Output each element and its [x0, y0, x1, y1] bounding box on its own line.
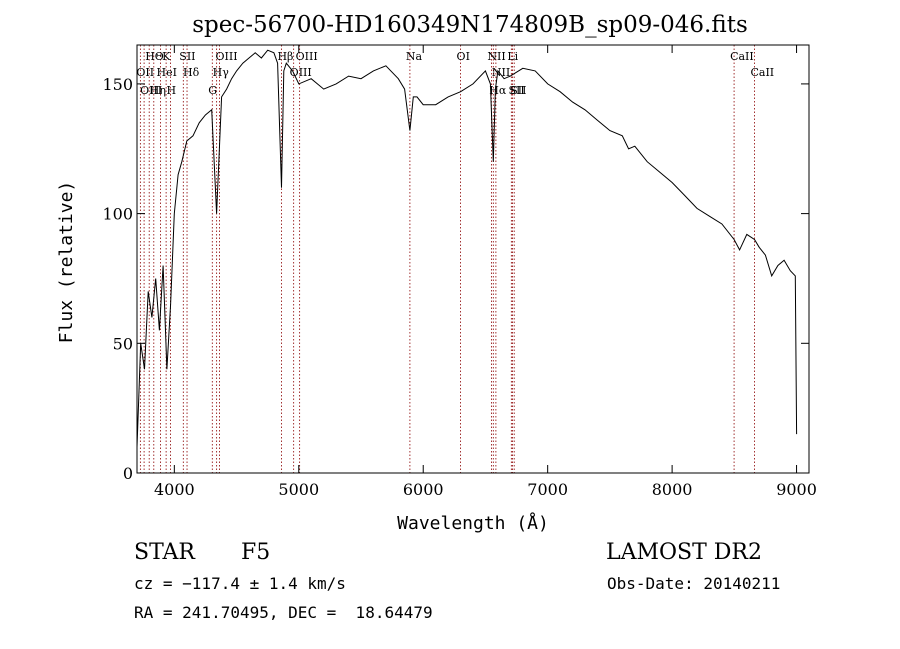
spectrum-line — [136, 49, 798, 448]
spectral-line-label: Na — [406, 50, 423, 63]
spectral-line-label: SII — [510, 84, 526, 97]
spectral-line-label: Hδ — [183, 66, 200, 79]
spectral-line-label: OIII — [296, 50, 318, 63]
spectral-line-label: Hα — [489, 84, 507, 97]
x-tick-label: 6000 — [403, 480, 444, 499]
spectral-line-label: G — [208, 84, 217, 97]
y-tick-label: 150 — [102, 75, 133, 94]
spectral-line-label: SII — [179, 50, 195, 63]
spectral-line-label: OI — [457, 50, 470, 63]
x-axis-label: Wavelength (Å) — [397, 512, 549, 534]
x-tick-label: 4000 — [154, 480, 195, 499]
redshift-readout: cz = −117.4 ± 1.4 km/s — [134, 574, 346, 593]
spectral-line-label: K — [162, 50, 171, 63]
y-axis-label: Flux (relative) — [56, 181, 77, 344]
spectral-line-label: OII — [136, 66, 154, 79]
plot-frame — [136, 44, 810, 474]
spectral-line-label: OIII — [216, 50, 238, 63]
spectral-line-label: Hβ — [277, 50, 293, 63]
coordinates-readout: RA = 241.70495, DEC = 18.64479 — [134, 603, 433, 622]
x-tick-label: 8000 — [652, 480, 693, 499]
spectral-line-label: CaII — [750, 66, 774, 79]
spectral-line-label: HΘ — [145, 50, 164, 63]
survey-name: LAMOST DR2 — [606, 540, 762, 565]
y-tick-label: 50 — [113, 334, 133, 353]
x-tick-label: 5000 — [278, 480, 319, 499]
spectral-line-label: H — [166, 84, 176, 97]
x-tick-label: 7000 — [527, 480, 568, 499]
y-tick-label: 100 — [102, 205, 133, 224]
spectral-line-label: Hη — [150, 84, 166, 97]
spectral-line-label: HeI — [157, 66, 177, 79]
spectral-line-label: NII — [487, 50, 505, 63]
spectral-subclass: F5 — [241, 540, 271, 565]
spectral-line-label: SII — [508, 84, 524, 97]
spectral-line-label: NII — [492, 66, 510, 79]
observation-date: Obs-Date: 20140211 — [607, 574, 781, 593]
spectral-line-label: Hγ — [213, 66, 230, 79]
spectral-line-label: Li — [507, 50, 518, 63]
x-tick-label: 9000 — [776, 480, 817, 499]
spectral-line-label: CaII — [730, 50, 754, 63]
spectral-line-label: OIII — [140, 84, 162, 97]
object-type: STAR — [134, 540, 195, 565]
chart-title: spec-56700-HD160349N174809B_sp09-046.fit… — [192, 12, 748, 38]
y-tick-label: 0 — [123, 464, 133, 483]
